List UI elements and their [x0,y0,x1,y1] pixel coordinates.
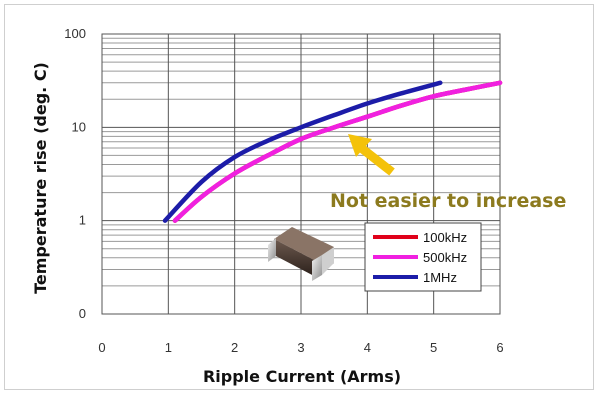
legend-label-500kHz: 500kHz [423,250,467,265]
series-line-500kHz [172,80,503,223]
x-tick-label: 3 [297,340,304,355]
x-tick-label: 0 [98,340,105,355]
y-tick-label: 1 [79,213,86,228]
plot-border [101,33,501,315]
legend-label-100kHz: 100kHz [423,230,467,245]
series-lines [162,80,503,223]
legend-label-1MHz: 1MHz [423,270,457,285]
y-tick-label: 100 [64,26,86,41]
x-tick-label: 4 [364,340,371,355]
x-axis-label: Ripple Current (Arms) [203,367,401,386]
x-tick-label: 6 [496,340,503,355]
annotation-text: Not easier to increase [330,190,566,212]
y-tick-label: 10 [72,119,86,134]
legend: 100kHz 500kHz 1MHz [364,222,482,292]
x-tick-label: 2 [231,340,238,355]
x-tick-label: 1 [165,340,172,355]
annotation-arrow-icon [348,134,395,176]
x-tick-label: 5 [430,340,437,355]
x-tick-labels: 0 1 2 3 4 5 6 [98,340,503,355]
y-axis-label: Temperature rise (deg. C) [31,62,50,294]
series-line-1MHz [162,80,443,223]
smd-component-icon [268,227,334,281]
y-tick-label: 0 [79,306,86,321]
